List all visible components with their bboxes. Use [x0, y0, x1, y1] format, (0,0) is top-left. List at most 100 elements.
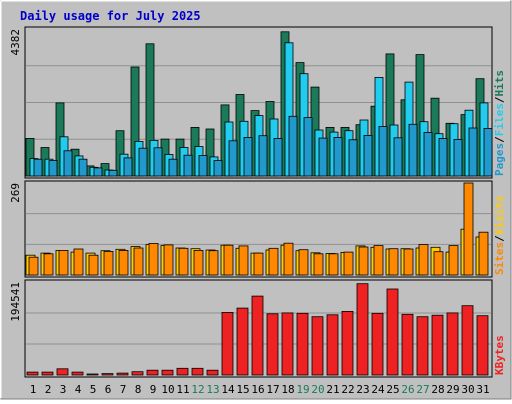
bar-sites-day-12	[193, 249, 204, 276]
bar-kbytes-day-28	[431, 314, 444, 376]
bar-sites-day-14	[223, 244, 234, 276]
bar-sites-day-24	[373, 245, 384, 276]
bar-pages-day-15	[243, 136, 253, 177]
bar-kbytes-day-11	[176, 367, 189, 376]
bar-kbytes-day-10	[161, 369, 174, 376]
bar-sites-day-1	[28, 256, 39, 276]
bar-pages-day-27	[423, 131, 433, 177]
bar-pages-day-23	[363, 134, 373, 177]
panel-middle-bars	[25, 182, 489, 276]
bar-sites-day-31	[478, 231, 489, 276]
bar-sites-day-18	[283, 242, 294, 276]
x-label-day-12: 12	[191, 383, 204, 396]
bar-pages-day-5	[93, 167, 103, 177]
side-label-part: /	[493, 235, 506, 242]
x-axis-day-labels: 1 2 3 4 5 6 7 8 9 10 11 12 13 14 15 16 17 18 19 20 21 22 23 24 2…	[30, 383, 490, 396]
x-label-day-16: 16	[251, 383, 264, 396]
bar-kbytes-day-31	[476, 315, 489, 376]
side-label-part: Sites	[493, 242, 506, 275]
panel-middle: 269 Sites/Visits	[9, 180, 506, 278]
bar-kbytes-day-4	[71, 371, 84, 376]
x-label-day-23: 23	[356, 383, 369, 396]
x-label-day-7: 7	[120, 383, 127, 396]
bar-sites-day-19	[298, 249, 309, 276]
bar-kbytes-day-23	[356, 283, 369, 376]
bar-pages-day-4	[78, 158, 88, 177]
bar-sites-day-30	[463, 182, 474, 276]
bar-kbytes-day-3	[56, 368, 69, 376]
bar-kbytes-day-5	[86, 373, 99, 376]
series-pages	[33, 115, 493, 177]
bar-sites-day-9	[148, 243, 159, 276]
bar-kbytes-day-20	[311, 316, 324, 376]
x-label-day-17: 17	[266, 383, 279, 396]
bar-kbytes-day-6	[101, 373, 114, 376]
bar-kbytes-day-27	[416, 316, 429, 376]
panel-top-bars	[25, 31, 493, 177]
bar-kbytes-day-2	[41, 371, 54, 376]
bar-pages-day-7	[123, 157, 133, 177]
x-label-day-5: 5	[90, 383, 97, 396]
bar-sites-day-29	[448, 245, 459, 276]
bar-kbytes-day-24	[371, 312, 384, 376]
x-label-day-8: 8	[135, 383, 142, 396]
bar-pages-day-17	[273, 137, 283, 177]
bar-sites-day-7	[118, 249, 129, 276]
x-label-day-13: 13	[206, 383, 219, 396]
panel-middle-side-label: Sites/Visits	[493, 196, 506, 276]
bar-pages-day-3	[63, 150, 73, 177]
bar-pages-day-10	[168, 158, 178, 177]
bar-kbytes-day-9	[146, 369, 159, 376]
panel-top: 4382 Pages/Files/Hits	[9, 26, 506, 179]
x-label-day-2: 2	[45, 383, 52, 396]
bar-kbytes-day-12	[191, 367, 204, 376]
bar-pages-day-22	[348, 139, 358, 177]
bar-kbytes-day-29	[446, 312, 459, 376]
bar-pages-day-29	[453, 138, 463, 177]
bar-pages-day-13	[213, 160, 223, 177]
bar-kbytes-day-17	[266, 313, 279, 376]
bar-sites-day-28	[433, 251, 444, 276]
bar-kbytes-day-7	[116, 372, 129, 376]
bar-sites-day-27	[418, 244, 429, 276]
bar-pages-day-25	[393, 137, 403, 177]
bar-pages-day-6	[108, 169, 118, 177]
side-label-part: Hits	[493, 70, 506, 97]
x-label-day-11: 11	[176, 383, 189, 396]
bar-pages-day-9	[153, 147, 163, 177]
bar-sites-day-26	[403, 248, 414, 276]
bar-pages-day-20	[318, 137, 328, 177]
panel-top-scale-max-label: 4382	[9, 29, 22, 56]
x-label-day-22: 22	[341, 383, 354, 396]
x-label-day-4: 4	[75, 383, 82, 396]
x-label-day-15: 15	[236, 383, 249, 396]
bar-pages-day-19	[303, 117, 313, 177]
bar-sites-day-23	[358, 246, 369, 276]
x-label-day-27: 27	[416, 383, 429, 396]
bar-sites-day-17	[268, 247, 279, 276]
bar-sites-day-10	[163, 244, 174, 276]
bar-pages-day-1	[33, 158, 43, 177]
bar-pages-day-14	[228, 140, 238, 177]
bar-kbytes-day-30	[461, 305, 474, 376]
chart-panels: 4382 Pages/Files/Hits 269 Sites/Visits 19454…	[9, 26, 506, 378]
x-label-day-3: 3	[60, 383, 67, 396]
panel-middle-scale-max-label: 269	[9, 183, 22, 203]
panel-bottom-scale-max-label: 194541	[9, 282, 22, 322]
bar-sites-day-20	[313, 253, 324, 276]
panel-top-side-label: Pages/Files/Hits	[493, 70, 506, 176]
bar-pages-day-11	[183, 154, 193, 177]
x-label-day-1: 1	[30, 383, 37, 396]
bar-kbytes-day-22	[341, 310, 354, 376]
x-label-day-28: 28	[431, 383, 444, 396]
x-label-day-14: 14	[221, 383, 235, 396]
bar-pages-day-26	[408, 123, 418, 177]
x-label-day-10: 10	[161, 383, 174, 396]
side-label-part: Visits	[493, 196, 506, 236]
x-label-day-25: 25	[386, 383, 399, 396]
panel-bottom-side-label: KBytes	[493, 335, 506, 375]
series-kbytes	[26, 283, 489, 376]
x-label-day-9: 9	[150, 383, 157, 396]
